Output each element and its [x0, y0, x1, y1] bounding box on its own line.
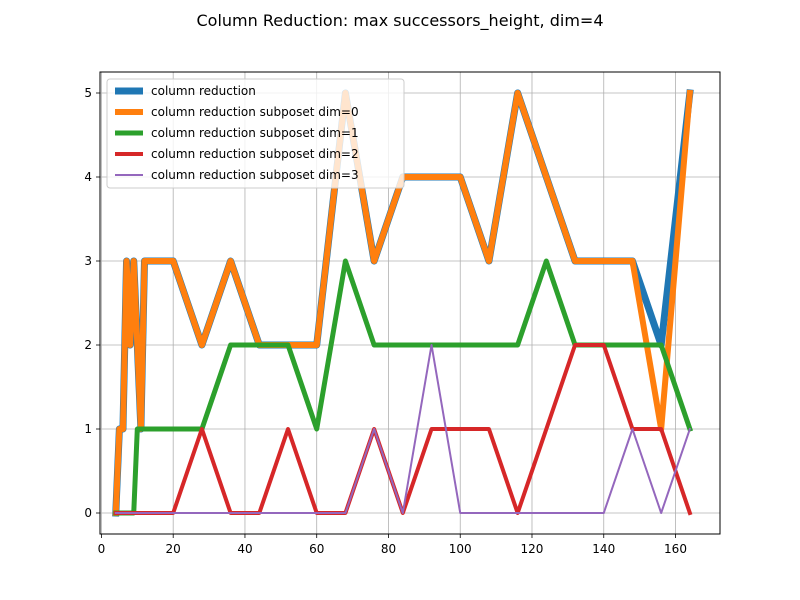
x-tick-label: 100 — [449, 542, 472, 556]
x-tick-label: 60 — [309, 542, 324, 556]
x-tick-label: 0 — [98, 542, 106, 556]
legend: column reduction column reduction subpose… — [106, 78, 405, 189]
y-tick-label: 5 — [84, 86, 92, 100]
x-tick-label: 40 — [237, 542, 252, 556]
legend-box — [106, 78, 405, 189]
plot-frame — [99, 71, 721, 535]
y-tick-label: 4 — [84, 170, 92, 184]
series-line-1 — [112, 89, 694, 517]
y-tick-label: 0 — [84, 506, 92, 520]
legend-label: column reduction subposet dim=0 — [151, 105, 359, 119]
axis-ticks: 0 20 40 60 80 100 120 140 160 0 1 2 3 4 5 — [84, 86, 687, 556]
x-tick-label: 140 — [592, 542, 615, 556]
legend-label: column reduction — [151, 84, 256, 98]
y-tick-label: 2 — [84, 338, 92, 352]
y-tick-label: 3 — [84, 254, 92, 268]
series-line-4 — [114, 344, 692, 514]
y-tick-label: 1 — [84, 422, 92, 436]
x-tick-label: 160 — [664, 542, 687, 556]
plot-series — [112, 89, 694, 517]
legend-label: column reduction subposet dim=2 — [151, 147, 359, 161]
x-tick-label: 20 — [166, 542, 181, 556]
x-tick-label: 120 — [521, 542, 544, 556]
legend-label: column reduction subposet dim=1 — [151, 126, 359, 140]
legend-label: column reduction subposet dim=3 — [151, 168, 359, 182]
x-tick-label: 80 — [381, 542, 396, 556]
chart-title: Column Reduction: max successors_height,… — [197, 11, 604, 31]
